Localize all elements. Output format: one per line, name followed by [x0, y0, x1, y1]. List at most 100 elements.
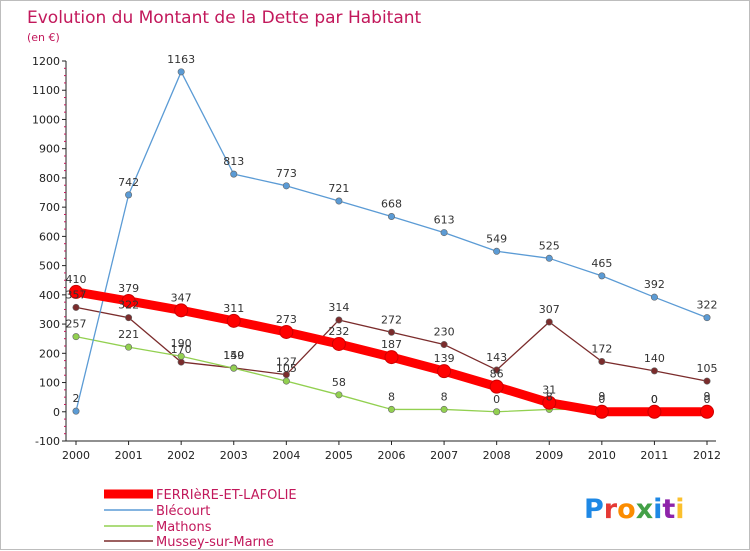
- data-label: 307: [539, 303, 560, 316]
- x-tick-label: 2002: [167, 449, 195, 462]
- data-label: 0: [704, 393, 711, 406]
- data-label: 392: [644, 278, 665, 291]
- data-point: [387, 328, 395, 336]
- data-label: 272: [381, 313, 402, 326]
- data-label: 0: [598, 393, 605, 406]
- data-label: 721: [328, 182, 349, 195]
- y-tick-label: 1000: [32, 113, 60, 126]
- y-tick-label: 1200: [32, 55, 60, 68]
- data-label: 813: [223, 155, 244, 168]
- data-label: 105: [697, 362, 718, 375]
- data-point: [72, 303, 80, 311]
- data-point: [542, 395, 557, 410]
- data-label: 2: [73, 392, 80, 405]
- x-tick-label: 2012: [693, 449, 721, 462]
- data-point: [121, 293, 136, 308]
- data-label: 773: [276, 167, 297, 180]
- data-point: [279, 324, 294, 339]
- data-point: [335, 197, 343, 205]
- x-tick-label: 2001: [115, 449, 143, 462]
- data-point: [226, 313, 241, 328]
- x-tick-label: 2000: [62, 449, 90, 462]
- data-point: [493, 408, 501, 416]
- y-tick-label: 900: [39, 143, 60, 156]
- data-label: 347: [171, 291, 192, 304]
- data-label: 257: [66, 318, 87, 331]
- x-tick-label: 2008: [483, 449, 511, 462]
- data-point: [335, 316, 343, 324]
- series-lines: [69, 68, 714, 419]
- data-label: 273: [276, 313, 297, 326]
- data-point: [545, 254, 553, 262]
- y-tick-label: 700: [39, 201, 60, 214]
- data-label: 9: [598, 390, 605, 403]
- chart-title: Evolution du Montant de la Dette par Hab…: [27, 8, 422, 28]
- y-tick-label: -100: [35, 435, 60, 448]
- y-tick-label: 800: [39, 172, 60, 185]
- data-point: [384, 350, 399, 365]
- data-label: 143: [486, 351, 507, 364]
- data-label: 170: [171, 343, 192, 356]
- data-label: 668: [381, 198, 402, 211]
- data-label: 613: [434, 214, 455, 227]
- data-point: [703, 314, 711, 322]
- proxiti-wordmark: Proxiti: [584, 494, 685, 525]
- data-point: [282, 377, 290, 385]
- y-tick-label: 600: [39, 230, 60, 243]
- y-tick-label: 0: [53, 406, 60, 419]
- chart-subtitle: (en €): [27, 31, 60, 44]
- y-tick-label: 200: [39, 347, 60, 360]
- data-point: [440, 229, 448, 237]
- data-label: 9: [704, 390, 711, 403]
- data-label: 8: [546, 390, 553, 403]
- data-point: [440, 405, 448, 413]
- x-tick-label: 2005: [325, 449, 353, 462]
- data-point: [594, 404, 609, 419]
- data-point: [125, 191, 133, 199]
- data-point: [650, 293, 658, 301]
- data-point: [282, 182, 290, 190]
- data-point: [69, 284, 83, 299]
- data-point: [230, 170, 238, 178]
- data-point: [703, 377, 711, 385]
- data-label: 149: [223, 349, 244, 362]
- data-point: [700, 404, 714, 419]
- y-tick-label: 400: [39, 289, 60, 302]
- data-point: [177, 352, 185, 360]
- data-label: 8: [388, 390, 395, 403]
- data-point: [72, 407, 80, 415]
- data-label: 31: [542, 384, 556, 397]
- data-point: [387, 405, 395, 413]
- x-tick-label: 2007: [430, 449, 458, 462]
- data-label: 0: [651, 393, 658, 406]
- data-point: [177, 358, 185, 366]
- x-tick-label: 2004: [272, 449, 300, 462]
- data-point: [437, 364, 452, 379]
- data-point: [489, 379, 504, 394]
- data-point: [598, 272, 606, 280]
- data-label: 58: [332, 376, 346, 389]
- data-label: 1163: [167, 53, 195, 66]
- y-tick-label: 300: [39, 318, 60, 331]
- data-point: [493, 366, 501, 374]
- data-label: 232: [328, 325, 349, 338]
- data-point: [72, 333, 80, 341]
- data-label: 230: [434, 326, 455, 339]
- x-tick-label: 2009: [535, 449, 563, 462]
- data-label: 172: [591, 342, 612, 355]
- data-label: 549: [486, 232, 507, 245]
- legend: FERRIèRE-ET-LAFOLIEBlécourtMathonsMussey…: [104, 488, 297, 550]
- data-point: [387, 213, 395, 221]
- x-tick-label: 2010: [588, 449, 616, 462]
- data-label: 322: [697, 299, 718, 312]
- legend-label: Mussey-sur-Marne: [156, 535, 274, 550]
- data-point: [545, 318, 553, 326]
- data-point: [493, 247, 501, 255]
- data-point: [598, 357, 606, 365]
- data-label: 105: [276, 362, 297, 375]
- data-label: 410: [66, 273, 87, 286]
- data-point: [125, 314, 133, 322]
- legend-label: Blécourt: [156, 504, 210, 519]
- data-label: 139: [434, 352, 455, 365]
